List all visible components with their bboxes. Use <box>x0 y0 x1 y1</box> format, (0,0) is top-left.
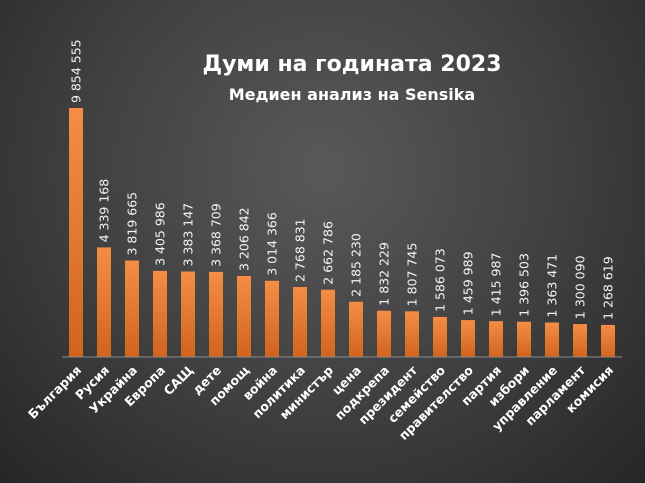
bar-15 <box>489 321 503 357</box>
data-label-4: 3 383 147 <box>181 203 196 267</box>
data-label-18: 1 300 090 <box>573 255 588 319</box>
data-label-19: 1 268 619 <box>601 256 616 320</box>
bar-19 <box>601 324 615 357</box>
bar-7 <box>265 280 279 357</box>
chart-subtitle: Медиен анализ на Sensika <box>229 85 475 104</box>
data-label-16: 1 396 503 <box>517 253 532 317</box>
data-label-3: 3 405 986 <box>153 202 168 266</box>
bar-1 <box>97 247 111 357</box>
data-label-9: 2 662 786 <box>321 221 336 285</box>
data-label-17: 1 363 471 <box>545 254 560 318</box>
bar-9 <box>321 289 335 357</box>
data-label-8: 2 768 831 <box>293 218 308 282</box>
bar-10 <box>349 301 363 357</box>
data-label-12: 1 807 745 <box>405 243 420 307</box>
data-label-0: 9 854 555 <box>69 39 84 103</box>
data-label-1: 4 339 168 <box>97 179 112 243</box>
data-label-14: 1 459 989 <box>461 251 476 315</box>
data-label-6: 3 206 842 <box>237 207 252 271</box>
data-label-2: 3 819 665 <box>125 192 140 256</box>
bar-4 <box>181 271 195 357</box>
bar-12 <box>405 311 419 357</box>
tick-label-4: САЩ <box>160 363 196 399</box>
bar-0 <box>69 108 83 357</box>
data-label-13: 1 586 073 <box>433 248 448 312</box>
bar-17 <box>545 322 559 357</box>
bar-3 <box>153 270 167 357</box>
bar-11 <box>377 310 391 357</box>
bar-13 <box>433 316 447 357</box>
bar-18 <box>573 324 587 357</box>
data-label-15: 1 415 987 <box>489 253 504 317</box>
data-label-11: 1 832 229 <box>377 242 392 306</box>
bar-6 <box>237 276 251 357</box>
bar-2 <box>125 260 139 357</box>
data-label-10: 2 185 230 <box>349 233 364 297</box>
bar-5 <box>209 271 223 357</box>
chart-title: Думи на годината 2023 <box>202 52 501 77</box>
data-label-5: 3 368 709 <box>209 203 224 267</box>
bar-14 <box>461 320 475 357</box>
bar-16 <box>517 321 531 357</box>
data-label-7: 3 014 366 <box>265 212 280 276</box>
bar-8 <box>293 287 307 357</box>
